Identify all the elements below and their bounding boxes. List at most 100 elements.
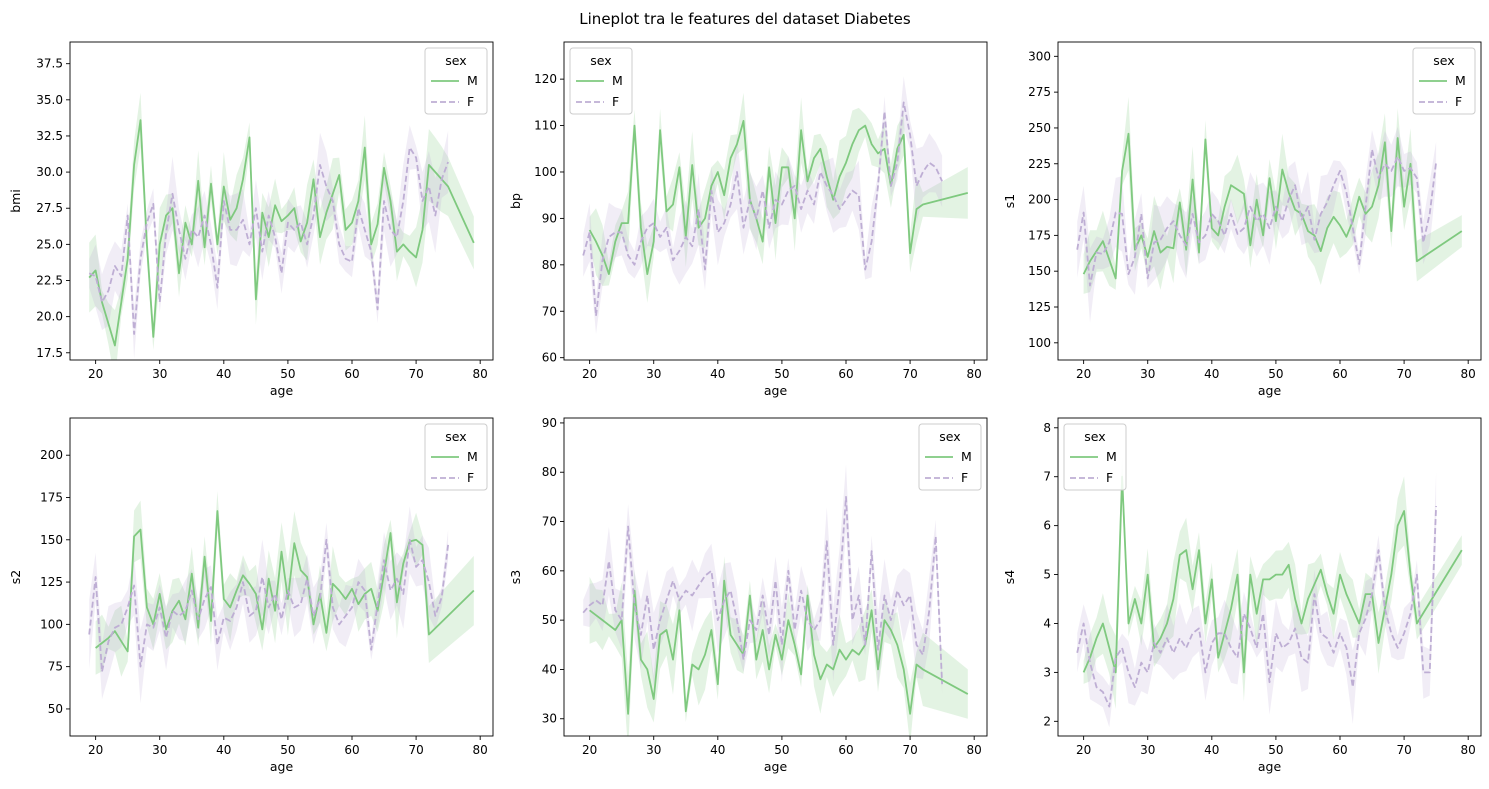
ci-band-M — [95, 491, 474, 677]
x-tick-label: 70 — [902, 743, 917, 757]
series-line-F — [1076, 148, 1437, 287]
subplot-s2: 20 30 40 50 60 70 80 50 75 100 125 150 175 200 age s2 se… — [8, 417, 494, 774]
y-tick-label: 80 — [542, 465, 557, 479]
ci-band-F — [583, 76, 943, 335]
legend-title: sex — [1433, 53, 1454, 68]
x-tick-label: 40 — [710, 743, 725, 757]
y-tick-label: 6 — [1043, 519, 1051, 533]
y-tick-label: 30.0 — [36, 165, 63, 179]
y-tick-label: 300 — [1028, 49, 1051, 63]
legend-label-M: M — [612, 73, 623, 88]
y-tick-label: 50 — [48, 702, 63, 716]
x-axis-label: age — [1258, 759, 1282, 774]
legend-label-F: F — [1106, 470, 1113, 485]
y-tick-label: 80 — [542, 258, 557, 272]
x-tick-label: 80 — [1461, 367, 1476, 381]
y-tick-label: 2 — [1043, 714, 1051, 728]
axes-frame — [1057, 417, 1482, 737]
x-tick-label: 30 — [1140, 743, 1155, 757]
series-line-F — [582, 495, 943, 685]
legend-label-M: M — [467, 449, 478, 464]
axes-frame — [69, 41, 494, 361]
x-tick-label: 40 — [1204, 743, 1219, 757]
x-tick-label: 40 — [1204, 367, 1219, 381]
y-tick-label: 125 — [40, 575, 63, 589]
x-tick-label: 50 — [1268, 367, 1283, 381]
plot-area — [582, 76, 969, 335]
legend-label-F: F — [612, 94, 619, 109]
y-tick-label: 150 — [40, 533, 63, 547]
legend-label-M: M — [467, 73, 478, 88]
x-tick-label: 20 — [88, 367, 103, 381]
plot-area — [1076, 96, 1463, 323]
y-tick-label: 70 — [542, 515, 557, 529]
y-axis-label: s1 — [1002, 194, 1017, 208]
series-line-F — [88, 146, 449, 335]
series-line-M — [588, 120, 969, 276]
x-tick-label: 70 — [408, 367, 423, 381]
ci-band-F — [1077, 473, 1437, 728]
y-tick-label: 90 — [542, 211, 557, 225]
y-tick-label: 25.0 — [36, 237, 63, 251]
plot-area — [582, 464, 969, 736]
x-tick-label: 40 — [216, 367, 231, 381]
x-tick-label: 80 — [473, 743, 488, 757]
y-tick-label: 7 — [1043, 470, 1051, 484]
y-tick-label: 5 — [1043, 568, 1051, 582]
ci-band-M — [1083, 456, 1462, 709]
ci-band-F — [1077, 126, 1437, 323]
series-line-M — [1082, 475, 1463, 674]
legend-title: sex — [445, 429, 466, 444]
x-tick-label: 80 — [967, 743, 982, 757]
legend-label-F: F — [467, 470, 474, 485]
y-tick-label: 175 — [40, 491, 63, 505]
x-axis-label: age — [270, 383, 294, 398]
legend-label-F: F — [1455, 94, 1462, 109]
x-tick-label: 60 — [838, 367, 853, 381]
x-tick-label: 50 — [774, 367, 789, 381]
x-tick-label: 80 — [1461, 743, 1476, 757]
y-tick-label: 90 — [542, 416, 557, 430]
subplot-bmi: 20 30 40 50 60 70 80 17.5 20.0 22.5 25.0 27.5 30.0 32… — [8, 41, 494, 398]
x-tick-label: 70 — [1396, 743, 1411, 757]
y-axis-label: s3 — [508, 570, 523, 584]
y-axis-label: bp — [508, 193, 523, 209]
y-tick-label: 100 — [1028, 336, 1051, 350]
y-tick-label: 50 — [542, 613, 557, 627]
x-tick-label: 50 — [774, 743, 789, 757]
y-tick-label: 125 — [1028, 300, 1051, 314]
legend-title: sex — [1084, 429, 1105, 444]
ci-band-M — [89, 92, 474, 360]
y-tick-label: 27.5 — [36, 201, 63, 215]
x-axis-label: age — [764, 759, 788, 774]
subplot-bp: 20 30 40 50 60 70 80 60 70 80 90 100 110 120 age bp sexM… — [508, 41, 988, 398]
legend-title: sex — [445, 53, 466, 68]
y-tick-label: 225 — [1028, 157, 1051, 171]
y-tick-label: 40 — [542, 662, 557, 676]
y-tick-label: 8 — [1043, 421, 1051, 435]
ci-band-F — [583, 464, 943, 694]
y-tick-label: 70 — [542, 304, 557, 318]
series-line-M — [1082, 132, 1463, 280]
series-line-M — [589, 579, 969, 715]
y-tick-label: 100 — [534, 165, 557, 179]
x-tick-label: 60 — [344, 367, 359, 381]
x-tick-label: 50 — [280, 743, 295, 757]
x-tick-label: 60 — [1332, 367, 1347, 381]
x-tick-label: 50 — [1268, 743, 1283, 757]
x-tick-label: 50 — [280, 367, 295, 381]
subplot-s1: 20 30 40 50 60 70 80 100 125 150 175 200 225 250 275 30… — [1002, 41, 1482, 398]
legend-label-M: M — [1455, 73, 1466, 88]
y-tick-label: 120 — [534, 72, 557, 86]
y-axis-label: s2 — [8, 570, 23, 584]
subplot-grid: 20 30 40 50 60 70 8017.520.022.525.027.530.032… — [8, 41, 1482, 774]
y-tick-label: 37.5 — [36, 57, 63, 71]
axes-frame — [1057, 41, 1482, 361]
y-tick-label: 200 — [1028, 193, 1051, 207]
y-tick-label: 30 — [542, 712, 557, 726]
